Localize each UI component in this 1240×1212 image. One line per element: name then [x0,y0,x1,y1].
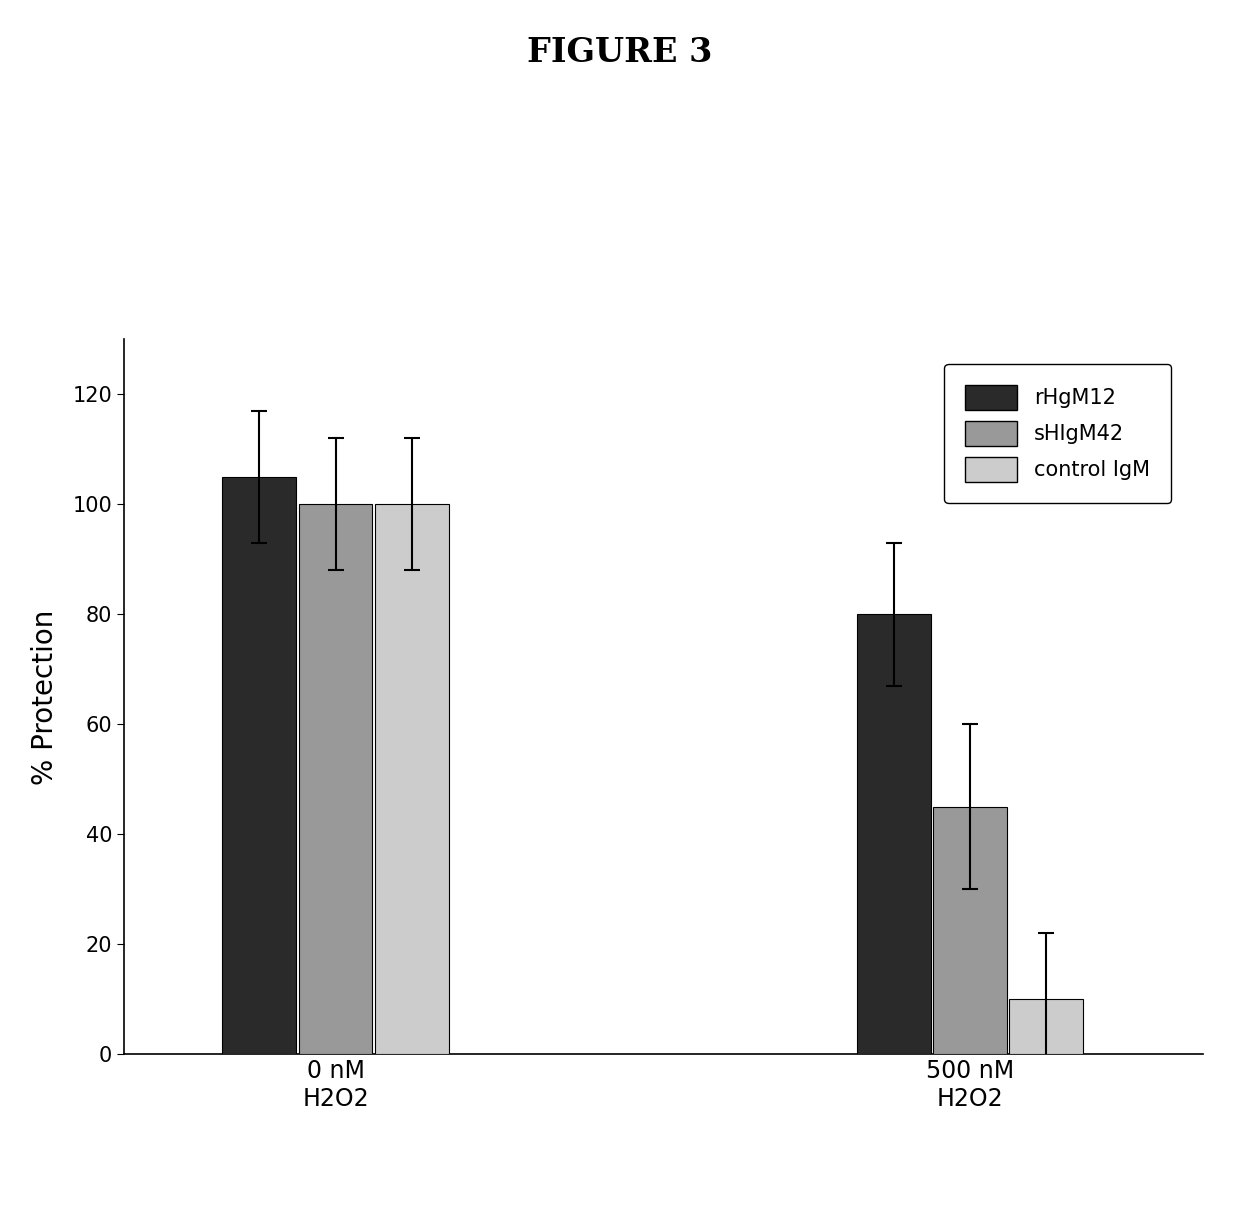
Bar [222,476,296,1054]
Bar [857,614,931,1054]
Legend: rHgM12, sHIgM42, control IgM: rHgM12, sHIgM42, control IgM [945,364,1171,503]
Bar [299,504,372,1054]
Text: FIGURE 3: FIGURE 3 [527,36,713,69]
Bar [1009,1000,1084,1054]
Bar [934,807,1007,1054]
Bar [374,504,449,1054]
Y-axis label: % Protection: % Protection [31,610,58,784]
